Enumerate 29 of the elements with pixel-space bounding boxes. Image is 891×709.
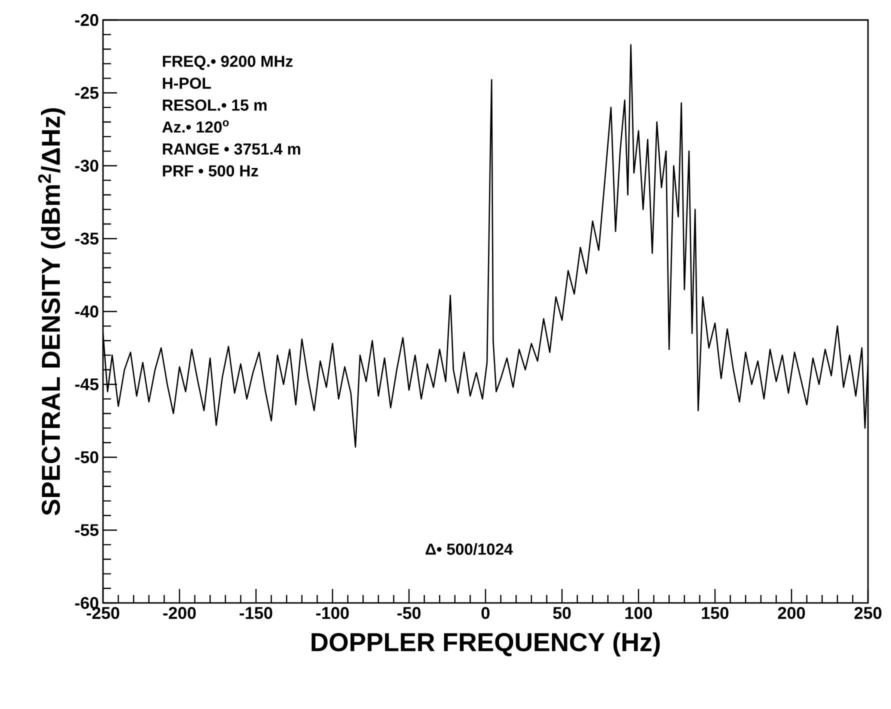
x-tick-label: 200 <box>778 607 805 620</box>
annotation: H-POL <box>162 78 211 89</box>
y-tick-label: -55 <box>75 524 99 536</box>
x-tick-label: 50 <box>553 607 571 620</box>
annotation: Δ• 500/1024 <box>426 543 513 555</box>
y-tick-label: -30 <box>75 160 98 172</box>
x-tick-label: 250 <box>854 607 882 620</box>
y-tick-label: -45 <box>75 378 99 390</box>
x-tick-label: 150 <box>702 607 728 620</box>
annotation: RESOL.• 15 m <box>162 100 267 111</box>
y-tick-label: -20 <box>75 14 98 26</box>
y-tick-label: -40 <box>75 305 98 318</box>
y-tick-label: -60 <box>75 596 98 609</box>
y-tick-label: -50 <box>75 451 98 464</box>
annotation: RANGE • 3751.4 m <box>162 143 300 155</box>
x-tick-label: -100 <box>316 607 349 620</box>
x-axis-title: DOPPLER FREQUENCY (Hz) <box>312 632 660 656</box>
x-tick-label: -150 <box>240 607 272 620</box>
y-axis-title: SPECTRAL DENSITY (dBm$^{2}$/ΔHz) <box>38 108 66 516</box>
annotation: PRF • 500 Hz <box>162 165 258 177</box>
x-tick-label: -50 <box>397 607 421 620</box>
x-tick-label: -250 <box>86 607 120 620</box>
x-tick-label: -200 <box>163 607 196 620</box>
y-tick-label: -25 <box>75 86 99 99</box>
x-tick-label: 0 <box>481 607 490 620</box>
annotation: Az.• 120$^{o}$ <box>162 120 229 133</box>
annotation: FREQ.• 9200 MHz <box>162 56 293 70</box>
y-tick-label: -35 <box>75 232 99 245</box>
x-tick-label: 100 <box>625 607 652 620</box>
